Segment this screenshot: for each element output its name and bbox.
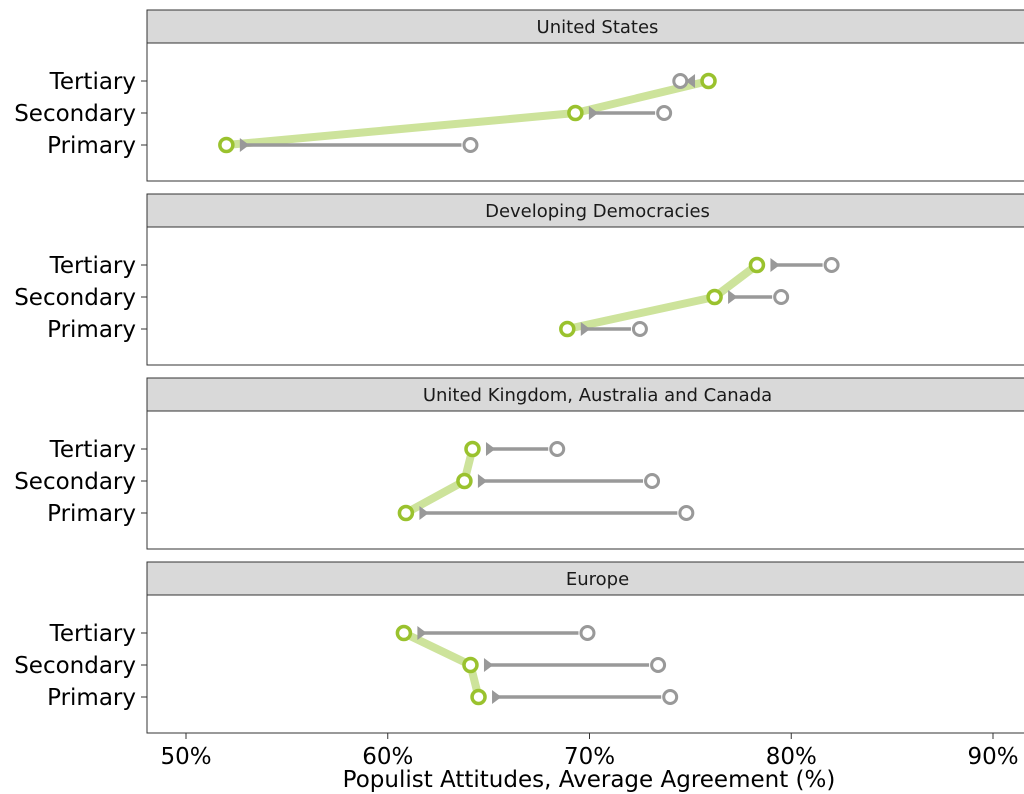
y-tick-label: Tertiary [49,437,136,463]
adjusted-point [700,72,717,90]
facet-panel: United Kingdom, Australia and Canada Tert… [14,377,1024,550]
adjusted-point [456,472,473,490]
baseline-point [650,657,667,673]
x-tick-label: 60% [362,744,413,770]
y-tick-label: Primary [47,685,136,711]
facet-panel: United States Tertiary Secondary Primary [14,9,1024,182]
x-tick-label: 70% [564,744,615,770]
adjusted-point [567,104,584,122]
arrowhead [728,290,738,304]
arrowhead [580,322,591,336]
x-tick-label: 80% [766,744,817,770]
y-tick-label: Secondary [14,653,136,679]
adjusted-point [395,624,413,642]
arrowhead [483,658,494,672]
baseline-point [656,105,673,121]
adjusted-point [462,656,479,674]
y-tick-label: Primary [47,317,136,343]
facet-strip [146,9,1024,44]
x-axis: 50% 60% 70% 80% 90% [160,733,1019,770]
facet-title: Developing Democracies [485,201,710,222]
arrowhead [770,258,780,272]
facet-title: United States [537,17,659,38]
facet-plot-area [146,226,1024,366]
y-tick-label: Primary [47,133,136,159]
adjusted-point [218,136,235,154]
arrowhead [685,74,696,88]
x-axis-label: Populist Attitudes, Average Agreement (%… [343,767,836,793]
baseline-point [678,505,695,521]
arrowhead [485,442,496,456]
y-tick-label: Tertiary [49,621,136,647]
baseline-point [823,257,840,273]
y-tick-label: Secondary [14,469,136,495]
facet-title: United Kingdom, Australia and Canada [423,385,772,406]
facet-strip [146,377,1024,412]
arrowhead [477,474,488,488]
adjusted-point [748,256,766,274]
baseline-point [549,441,566,457]
baseline-point [773,289,790,305]
baseline-point [462,137,479,153]
adjusted-point [706,288,723,306]
facet-panel: Europe Tertiary Secondary Primary [14,561,1024,734]
x-tick-label: 90% [967,744,1018,770]
facet-panel: Developing Democracies Tertiary Secondary P… [14,193,1024,366]
arrowhead [492,690,502,704]
adjusted-point [470,688,487,706]
baseline-point [579,625,596,641]
y-tick-label: Secondary [14,285,136,311]
y-tick-label: Secondary [14,101,136,127]
arrowhead [417,626,427,640]
facet-title: Europe [566,569,629,590]
y-tick-label: Tertiary [49,253,136,279]
baseline-point [672,73,689,89]
baseline-point [662,689,679,705]
adjusted-point [559,320,576,338]
baseline-point [631,321,648,337]
adjusted-point [397,504,415,522]
x-tick-label: 50% [160,744,211,770]
arrowhead [588,106,599,120]
baseline-point [644,473,661,489]
adjusted-point [464,440,481,458]
panels-layer: United StatesTertiarySecondaryPrimaryDev… [14,9,1024,734]
facet-strip [146,561,1024,596]
arrowhead [419,506,429,520]
arrowhead [239,138,250,152]
y-tick-label: Tertiary [49,69,136,95]
y-tick-label: Primary [47,501,136,527]
